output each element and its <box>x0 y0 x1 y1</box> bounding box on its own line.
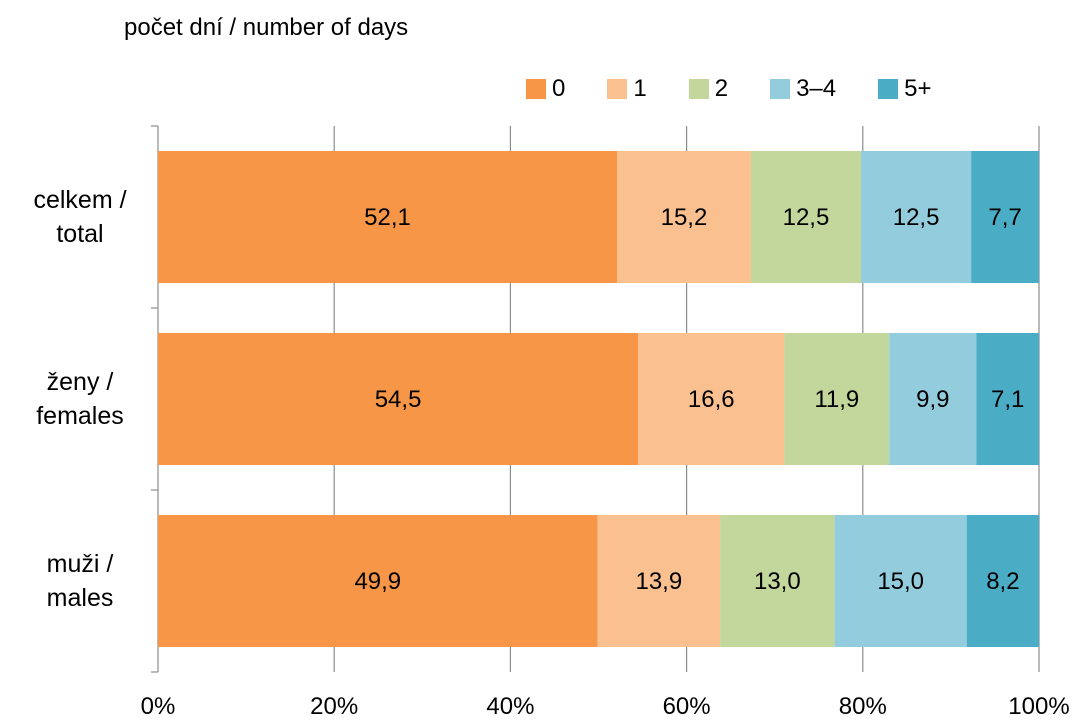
data-label: 9,9 <box>916 386 949 413</box>
category-label-line: males <box>47 584 114 612</box>
category-label-line: muži / <box>47 550 114 578</box>
x-tick-label: 80% <box>839 693 887 720</box>
legend-swatch <box>526 79 546 99</box>
data-label: 52,1 <box>364 204 411 231</box>
x-tick-label: 60% <box>663 693 711 720</box>
bar-segment <box>597 515 721 647</box>
bar-segment <box>784 333 890 465</box>
data-label: 12,5 <box>783 204 830 231</box>
legend-item: 5+ <box>878 75 932 103</box>
bar-segment <box>861 151 972 283</box>
bar-segment <box>720 515 835 647</box>
legend-swatch <box>770 79 791 99</box>
bar-segment <box>158 151 618 283</box>
legend-label: 0 <box>552 75 566 102</box>
legend-item: 0 <box>526 75 565 103</box>
legend-swatch <box>878 79 899 99</box>
x-tick-label: 20% <box>310 693 358 720</box>
category-label: muži / males <box>47 550 114 612</box>
category-label-line: total <box>56 220 103 248</box>
data-label: 11,9 <box>814 386 859 413</box>
data-label: 13,9 <box>635 568 682 595</box>
bar-segment <box>158 333 639 465</box>
category-label-line: ženy / <box>47 368 114 396</box>
legend: 0 1 2 3–4 5+ <box>526 74 932 104</box>
data-label: 15,2 <box>661 204 708 231</box>
data-label: 7,7 <box>988 204 1021 231</box>
bar-segment <box>971 151 1039 283</box>
category-label: ženy / females <box>36 368 124 430</box>
legend-item: 3–4 <box>770 75 836 103</box>
legend-label: 1 <box>633 75 647 102</box>
bar-segment <box>158 515 598 647</box>
legend-swatch <box>607 79 628 99</box>
bar-segment <box>617 151 751 283</box>
legend-item: 1 <box>607 75 647 103</box>
x-tick-label: 100% <box>1008 693 1069 720</box>
data-label: 49,9 <box>354 568 401 595</box>
data-label: 16,6 <box>688 386 735 413</box>
x-tick-label: 0% <box>141 693 176 720</box>
data-label: 15,0 <box>877 568 924 595</box>
data-label: 12,5 <box>893 204 940 231</box>
legend-label: 2 <box>714 75 729 102</box>
category-label: celkem / total <box>33 186 126 248</box>
chart-subtitle: počet dní / number of days <box>124 14 409 41</box>
legend-label: 5+ <box>904 75 932 102</box>
x-tick-label: 40% <box>486 693 534 720</box>
data-label: 7,1 <box>991 386 1024 413</box>
bar-segment <box>750 151 862 283</box>
bar-segment <box>976 333 1039 465</box>
legend-label: 3–4 <box>796 75 837 102</box>
data-label: 13,0 <box>754 568 801 595</box>
bar-segment <box>638 333 785 465</box>
data-label: 8,2 <box>986 568 1019 595</box>
legend-item: 2 <box>688 75 729 103</box>
bar-segment <box>889 333 977 465</box>
bar-segment <box>834 515 967 647</box>
data-label: 54,5 <box>375 386 422 413</box>
category-label-line: celkem / <box>33 186 126 214</box>
bar-segment <box>966 515 1039 647</box>
legend-swatch <box>688 79 709 99</box>
category-label-line: females <box>36 402 124 430</box>
